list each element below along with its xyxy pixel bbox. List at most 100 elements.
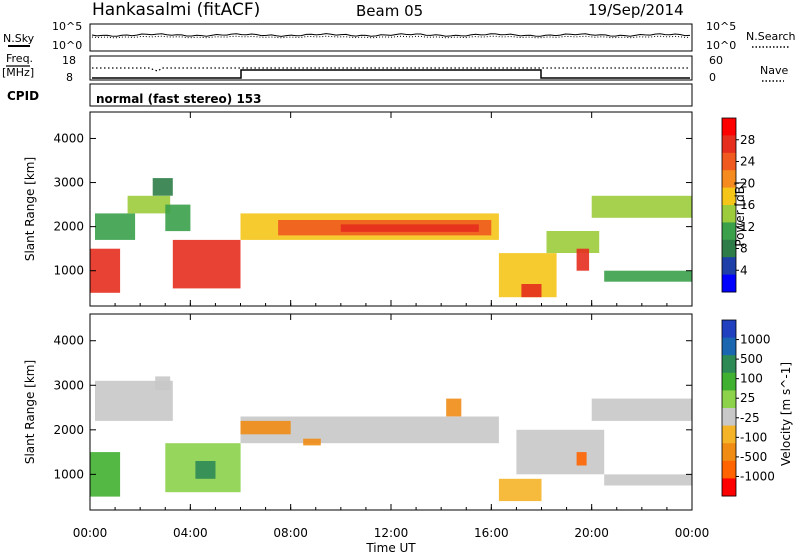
power-region bbox=[152, 178, 173, 196]
time-axis-title: Time UT bbox=[365, 541, 416, 554]
nsky-trace bbox=[91, 33, 691, 37]
power-panel: 1000 2000 3000 4000 Slant Range [km] 4 8 12 16… bbox=[23, 111, 755, 307]
velocity-colorbar-swatch bbox=[722, 320, 736, 339]
power-region bbox=[172, 239, 241, 289]
velocity-data-layer bbox=[90, 376, 692, 502]
velocity-colorbar-tick-label: -500 bbox=[740, 450, 767, 464]
velocity-region bbox=[155, 376, 171, 390]
power-colorbar-swatch bbox=[722, 170, 736, 189]
y-tick-label: 2000 bbox=[53, 423, 84, 437]
velocity-ylabel: Slant Range [km] bbox=[23, 360, 37, 464]
velocity-colorbar-swatch bbox=[722, 443, 736, 462]
power-axis-ticks: 1000 2000 3000 4000 bbox=[53, 112, 693, 306]
noise-panel: N.Sky 10^5 10^0 10^5 10^0 N.Search bbox=[3, 20, 796, 52]
time-axis-labels: 00:00 04:00 08:00 12:00 16:00 20:00 00:00 bbox=[73, 526, 710, 540]
station-title: Hankasalmi (fitACF) bbox=[92, 0, 260, 20]
noise-tick-top-right: 10^5 bbox=[706, 20, 736, 33]
noise-tick-bottom-right: 10^0 bbox=[706, 39, 736, 52]
y-tick-label: 1000 bbox=[53, 264, 84, 278]
power-region bbox=[95, 213, 136, 240]
y-tick-label: 4000 bbox=[53, 131, 84, 145]
velocity-colorbar-tick-label: -1000 bbox=[740, 469, 775, 483]
velocity-colorbar-swatch bbox=[722, 460, 736, 479]
power-colorbar-tick-label: 28 bbox=[740, 133, 755, 147]
velocity-colorbar-tick-label: 100 bbox=[740, 372, 763, 386]
nsky-label: N.Sky bbox=[3, 32, 35, 45]
power-colorbar-tick-label: 16 bbox=[740, 198, 755, 212]
velocity-colorbar-swatch bbox=[722, 390, 736, 409]
velocity-colorbar-tick-label: 500 bbox=[740, 352, 763, 366]
cpid-panel: CPID normal (fast stereo) 153 bbox=[7, 83, 693, 107]
velocity-colorbar-tick-label: 25 bbox=[740, 391, 755, 405]
velocity-colorbar-swatch bbox=[722, 337, 736, 356]
velocity-colorbar: 1000 500 100 25 -25 -100 -500 -1000 bbox=[721, 319, 775, 497]
power-region bbox=[576, 248, 590, 271]
velocity-colorbar-swatch bbox=[722, 355, 736, 374]
time-tick-label: 16:00 bbox=[474, 526, 509, 540]
freq-panel: Freq. [MHz] 18 8 60 0 Nave bbox=[2, 52, 788, 84]
velocity-colorbar-tick-label: -100 bbox=[740, 430, 767, 444]
y-tick-label: 1000 bbox=[53, 467, 84, 481]
power-colorbar-swatch bbox=[722, 135, 736, 154]
velocity-region bbox=[303, 438, 321, 446]
velocity-colorbar-swatch bbox=[722, 372, 736, 391]
cpid-value: normal (fast stereo) 153 bbox=[96, 92, 262, 106]
power-colorbar-swatch bbox=[722, 274, 736, 293]
velocity-colorbar-swatch bbox=[722, 478, 736, 497]
power-ylabel: Slant Range [km] bbox=[23, 157, 37, 261]
velocity-region bbox=[240, 420, 291, 435]
power-data-layer bbox=[90, 178, 692, 298]
time-tick-label: 00:00 bbox=[73, 526, 108, 540]
velocity-colorbar-swatch bbox=[722, 425, 736, 444]
freq-trace bbox=[92, 69, 690, 79]
power-region bbox=[604, 270, 692, 282]
beam-title: Beam 05 bbox=[356, 2, 423, 20]
power-colorbar-swatch bbox=[722, 205, 736, 223]
time-tick-label: 08:00 bbox=[273, 526, 308, 540]
cpid-panel-frame bbox=[89, 83, 693, 107]
noise-panel-frame bbox=[89, 23, 693, 52]
freq-tick-bottom: 8 bbox=[66, 71, 73, 84]
velocity-colorbar-frame bbox=[721, 319, 737, 497]
nsearch-label: N.Search bbox=[746, 30, 796, 43]
power-colorbar-tick-label: 4 bbox=[740, 263, 748, 277]
freq-label: Freq. bbox=[6, 52, 33, 65]
power-colorbar-swatch bbox=[722, 257, 736, 276]
y-tick-label: 2000 bbox=[53, 220, 84, 234]
velocity-region bbox=[591, 398, 692, 421]
noise-tick-top-left: 10^5 bbox=[52, 20, 82, 33]
power-colorbar-swatch bbox=[722, 222, 736, 241]
nave-tick-bottom: 0 bbox=[709, 71, 716, 84]
power-colorbar-swatch bbox=[722, 152, 736, 171]
freq-panel-frame bbox=[89, 55, 693, 81]
date-title: 19/Sep/2014 bbox=[588, 1, 684, 19]
power-colorbar-tick-label: 24 bbox=[740, 155, 755, 169]
power-colorbar: 4 8 12 16 20 24 28 bbox=[721, 117, 755, 293]
velocity-region bbox=[604, 474, 692, 486]
power-colorbar-tick-label: 8 bbox=[740, 242, 748, 256]
power-colorbar-swatch bbox=[722, 118, 736, 136]
velocity-region bbox=[498, 478, 542, 502]
y-tick-label: 3000 bbox=[53, 176, 84, 190]
velocity-colorbar-label: Velocity [m s^-1] bbox=[779, 362, 793, 466]
time-tick-label: 00:00 bbox=[675, 526, 710, 540]
power-region bbox=[546, 231, 600, 253]
velocity-panel: 1000 2000 3000 4000 Slant Range [km] 1000 50… bbox=[23, 313, 793, 511]
time-tick-label: 04:00 bbox=[173, 526, 208, 540]
freq-unit-label: [MHz] bbox=[2, 66, 34, 79]
power-colorbar-tick-label: 12 bbox=[740, 220, 755, 234]
nave-tick-top: 60 bbox=[709, 54, 723, 67]
velocity-colorbar-tick-label: -25 bbox=[740, 411, 760, 425]
y-tick-label: 3000 bbox=[53, 378, 84, 392]
power-colorbar-label: Power [dB] bbox=[733, 181, 747, 246]
time-tick-label: 12:00 bbox=[374, 526, 409, 540]
velocity-region bbox=[446, 398, 462, 417]
velocity-axis-ticks: 1000 2000 3000 4000 bbox=[53, 314, 693, 510]
power-region bbox=[521, 284, 542, 298]
power-region bbox=[127, 195, 171, 214]
nave-label: Nave bbox=[760, 64, 788, 77]
velocity-colorbar-swatch bbox=[722, 408, 736, 427]
freq-tick-top: 18 bbox=[62, 54, 76, 67]
cpid-label: CPID bbox=[7, 89, 39, 103]
